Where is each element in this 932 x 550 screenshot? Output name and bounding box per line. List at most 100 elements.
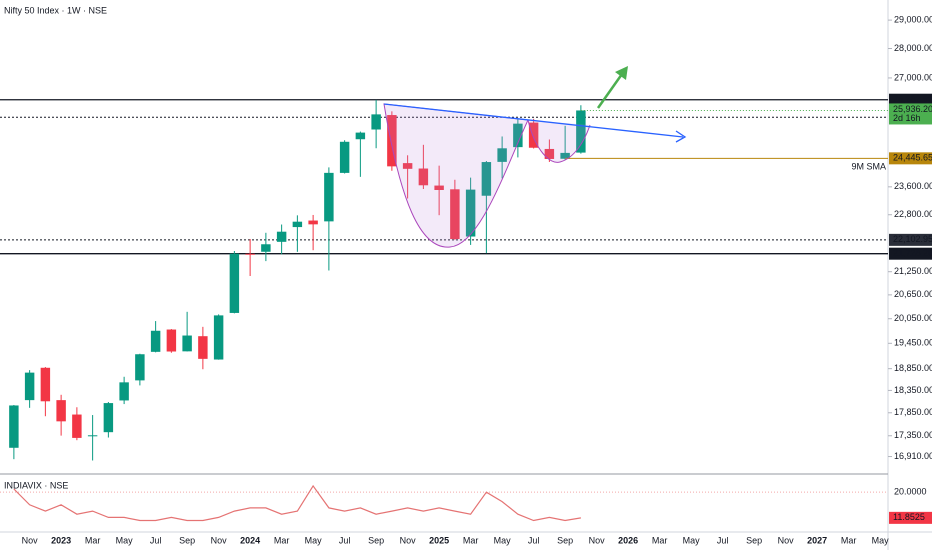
candle-body [497, 148, 507, 162]
price-pane [0, 99, 888, 461]
x-tick-label: Mar [274, 535, 290, 545]
x-tick-label: Jul [150, 535, 162, 545]
x-tick-label: Mar [652, 535, 668, 545]
y-tick-label: 17,850.00 [894, 407, 932, 417]
x-tick-label: Mar [463, 535, 479, 545]
x-tick-label: May [116, 535, 134, 545]
x-tick-label: May [494, 535, 512, 545]
candle-body [198, 336, 208, 359]
candle-body [371, 114, 381, 130]
x-tick-label: May [305, 535, 323, 545]
candle-body [166, 329, 177, 352]
x-tick-label: May [683, 535, 701, 545]
x-tick-label: Jul [717, 535, 729, 545]
candle-body [339, 141, 350, 173]
last-price-label: 25,936.20 [893, 104, 932, 114]
candle-body [245, 253, 255, 255]
y-tick-label: 19,450.00 [894, 338, 932, 348]
y-tick-label: 18,350.00 [894, 385, 932, 395]
x-tick-label: Nov [589, 535, 606, 545]
candle-body [229, 253, 240, 313]
indicator-tick-label: 20.0000 [894, 487, 927, 497]
breakout-arrow-head [615, 66, 628, 80]
x-tick-label: Jul [528, 535, 540, 545]
candle-body [150, 330, 161, 352]
y-tick-label: 17,350.00 [894, 430, 932, 440]
x-tick-label: Nov [778, 535, 795, 545]
breakout-arrow [596, 73, 624, 109]
y-tick-label: 22,800.00 [894, 209, 932, 219]
y-tick-label: 27,000.00 [894, 72, 932, 82]
candle-body [119, 382, 129, 401]
x-tick-label: Jul [339, 535, 351, 545]
x-tick-label: Sep [557, 535, 573, 545]
candle-body [402, 163, 413, 169]
y-tick-label: 16,910.00 [894, 451, 932, 461]
level-label: 22,102.95 [893, 234, 932, 244]
last-price-badge [889, 103, 932, 125]
candle-body [387, 115, 397, 167]
x-tick-label: 2025 [429, 535, 449, 545]
level-label: 21,728.20 [893, 248, 932, 258]
candle-body [276, 231, 287, 242]
x-tick-label: Sep [746, 535, 762, 545]
candle-body [576, 110, 586, 153]
y-tick-label: 23,600.00 [894, 181, 932, 191]
x-tick-label: 2024 [240, 535, 260, 545]
x-tick-label: Nov [400, 535, 417, 545]
chart-title: Nifty 50 Index · 1W · NSE [4, 5, 107, 15]
x-tick-label: Mar [841, 535, 857, 545]
candle-body [450, 189, 460, 240]
sma-badge [889, 152, 932, 165]
level-badge [889, 247, 932, 260]
x-tick-label: 2027 [807, 535, 827, 545]
x-tick-label: 2026 [618, 535, 638, 545]
x-tick-label: Sep [368, 535, 384, 545]
indicator-badge [889, 511, 932, 524]
x-tick-label: Mar [85, 535, 101, 545]
candle-body [87, 435, 98, 437]
candle-body [481, 162, 492, 196]
candle-body [418, 168, 429, 186]
level-badge [889, 93, 932, 106]
candle-body [434, 185, 444, 190]
candle-body [261, 244, 271, 252]
y-tick-label: 18,850.00 [894, 363, 932, 373]
countdown: 2d 16h [893, 113, 921, 123]
y-tick-label: 20,050.00 [894, 313, 932, 323]
candle-body [72, 414, 82, 438]
trendline-arrow [675, 130, 687, 143]
candle-body [135, 354, 145, 381]
level-label: 26,282.90 [893, 94, 932, 104]
indicator-value-label: 11.8525 [893, 512, 925, 522]
candle-body [465, 189, 476, 237]
cup-pattern [383, 103, 529, 248]
y-tick-label: 21,250.00 [894, 266, 932, 276]
sma-label: 24,445.65 [893, 153, 932, 163]
x-tick-label: Nov [22, 535, 39, 545]
sma-name: 9M SMA [851, 162, 886, 172]
candle-body [560, 152, 570, 159]
indicator-line [13, 484, 581, 522]
y-tick-label: 28,000.00 [894, 43, 932, 53]
trendline [383, 103, 684, 138]
candle-body [40, 367, 51, 402]
candle-body [24, 372, 35, 401]
handle-pattern [527, 119, 591, 163]
candle-body [292, 221, 303, 228]
candle-body [103, 403, 114, 433]
candle-body [56, 400, 66, 422]
x-tick-label: Nov [211, 535, 228, 545]
candle-body [528, 122, 539, 148]
x-tick-label: Sep [179, 535, 195, 545]
candle-body [308, 220, 318, 225]
y-tick-label: 29,000.00 [894, 14, 932, 24]
indicator-title: INDIAVIX · NSE [4, 480, 68, 490]
candle-body [513, 123, 523, 148]
candle-body [213, 315, 224, 360]
x-tick-label: May [872, 535, 890, 545]
candle-body [544, 148, 555, 159]
y-tick-label: 20,650.00 [894, 289, 932, 299]
